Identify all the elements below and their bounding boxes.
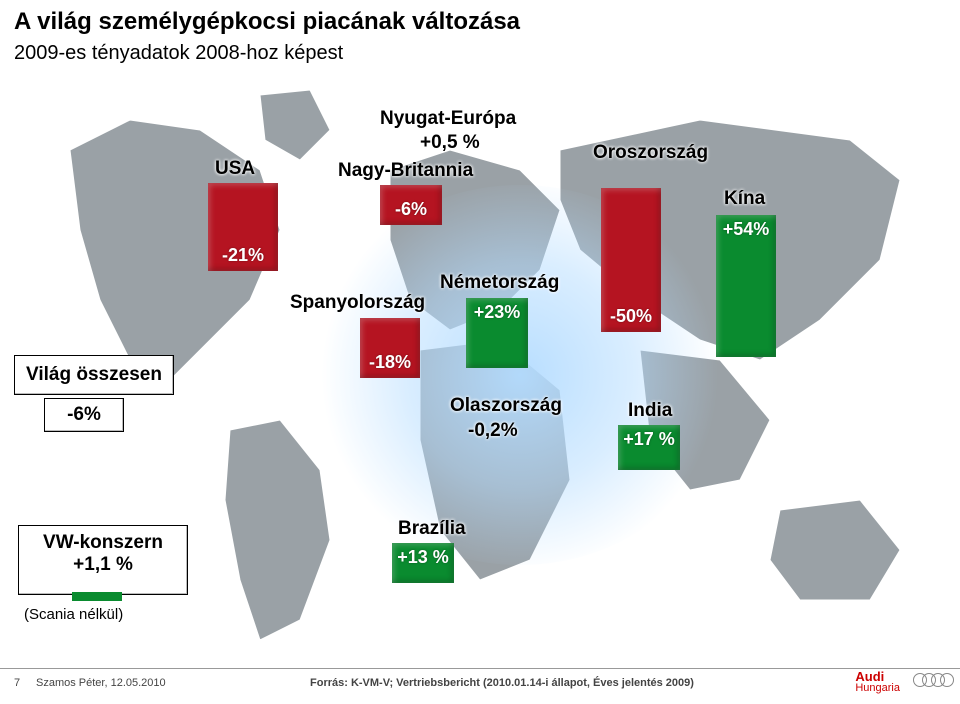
region-bar-oroszország: -50%: [601, 188, 661, 332]
vw-label: VW-konszern: [19, 532, 187, 554]
audi-logo-text: Audi Hungaria: [855, 669, 900, 694]
region-label-spanyolország: Spanyolország: [290, 292, 425, 314]
page-subtitle: 2009-es tényadatok 2008-hoz képest: [14, 42, 343, 65]
region-bar-brazília: +13 %: [392, 543, 454, 583]
region-label-india: India: [628, 400, 672, 422]
region-value-usa: -21%: [208, 245, 278, 266]
region-bar-usa: -21%: [208, 183, 278, 271]
world-total-value-box: -6%: [44, 398, 124, 432]
footer-source: Forrás: K-VM-V; Vertriebsbericht (2010.0…: [310, 677, 694, 689]
region-label-nyugat-európa: Nyugat-Európa: [380, 108, 516, 130]
region-label-brazília: Brazília: [398, 518, 466, 540]
region-value-olaszország: -0,2%: [468, 420, 518, 442]
region-label-nagy-britannia: Nagy-Britannia: [338, 160, 473, 182]
region-bar-spanyolország: -18%: [360, 318, 420, 378]
page-number: 7: [14, 677, 20, 689]
region-label-usa: USA: [215, 158, 255, 180]
region-value-brazília: +13 %: [392, 547, 454, 568]
world-total-label-box: Világ összesen: [14, 355, 174, 395]
region-value-nyugat-európa: +0,5 %: [420, 132, 480, 154]
region-bar-németország: +23%: [466, 298, 528, 368]
vw-value: +1,1 %: [19, 554, 187, 576]
region-label-oroszország: Oroszország: [593, 142, 708, 164]
vw-box: VW-konszern+1,1 %: [18, 525, 188, 595]
region-value-nagy-britannia: -6%: [380, 199, 442, 220]
footer: 7 Szamos Péter, 12.05.2010 Forrás: K-VM-…: [0, 668, 960, 698]
footer-author: Szamos Péter, 12.05.2010: [36, 677, 166, 689]
region-label-németország: Németország: [440, 272, 559, 294]
region-label-olaszország: Olaszország: [450, 395, 562, 417]
vw-bar: [72, 592, 122, 601]
region-value-oroszország: -50%: [601, 306, 661, 327]
region-value-spanyolország: -18%: [360, 352, 420, 373]
audi-rings-icon: [918, 673, 954, 692]
region-bar-nagy-britannia: -6%: [380, 185, 442, 225]
region-label-kína: Kína: [724, 188, 765, 210]
vw-note: (Scania nélkül): [24, 606, 184, 630]
region-value-kína: +54%: [716, 219, 776, 240]
logo-bottom: Hungaria: [855, 682, 900, 694]
region-value-india: +17 %: [618, 429, 680, 450]
region-value-németország: +23%: [466, 302, 528, 323]
region-bar-india: +17 %: [618, 425, 680, 470]
region-bar-kína: +54%: [716, 215, 776, 357]
page-title: A világ személygépkocsi piacának változá…: [14, 8, 520, 36]
slide: A világ személygépkocsi piacának változá…: [0, 0, 960, 704]
